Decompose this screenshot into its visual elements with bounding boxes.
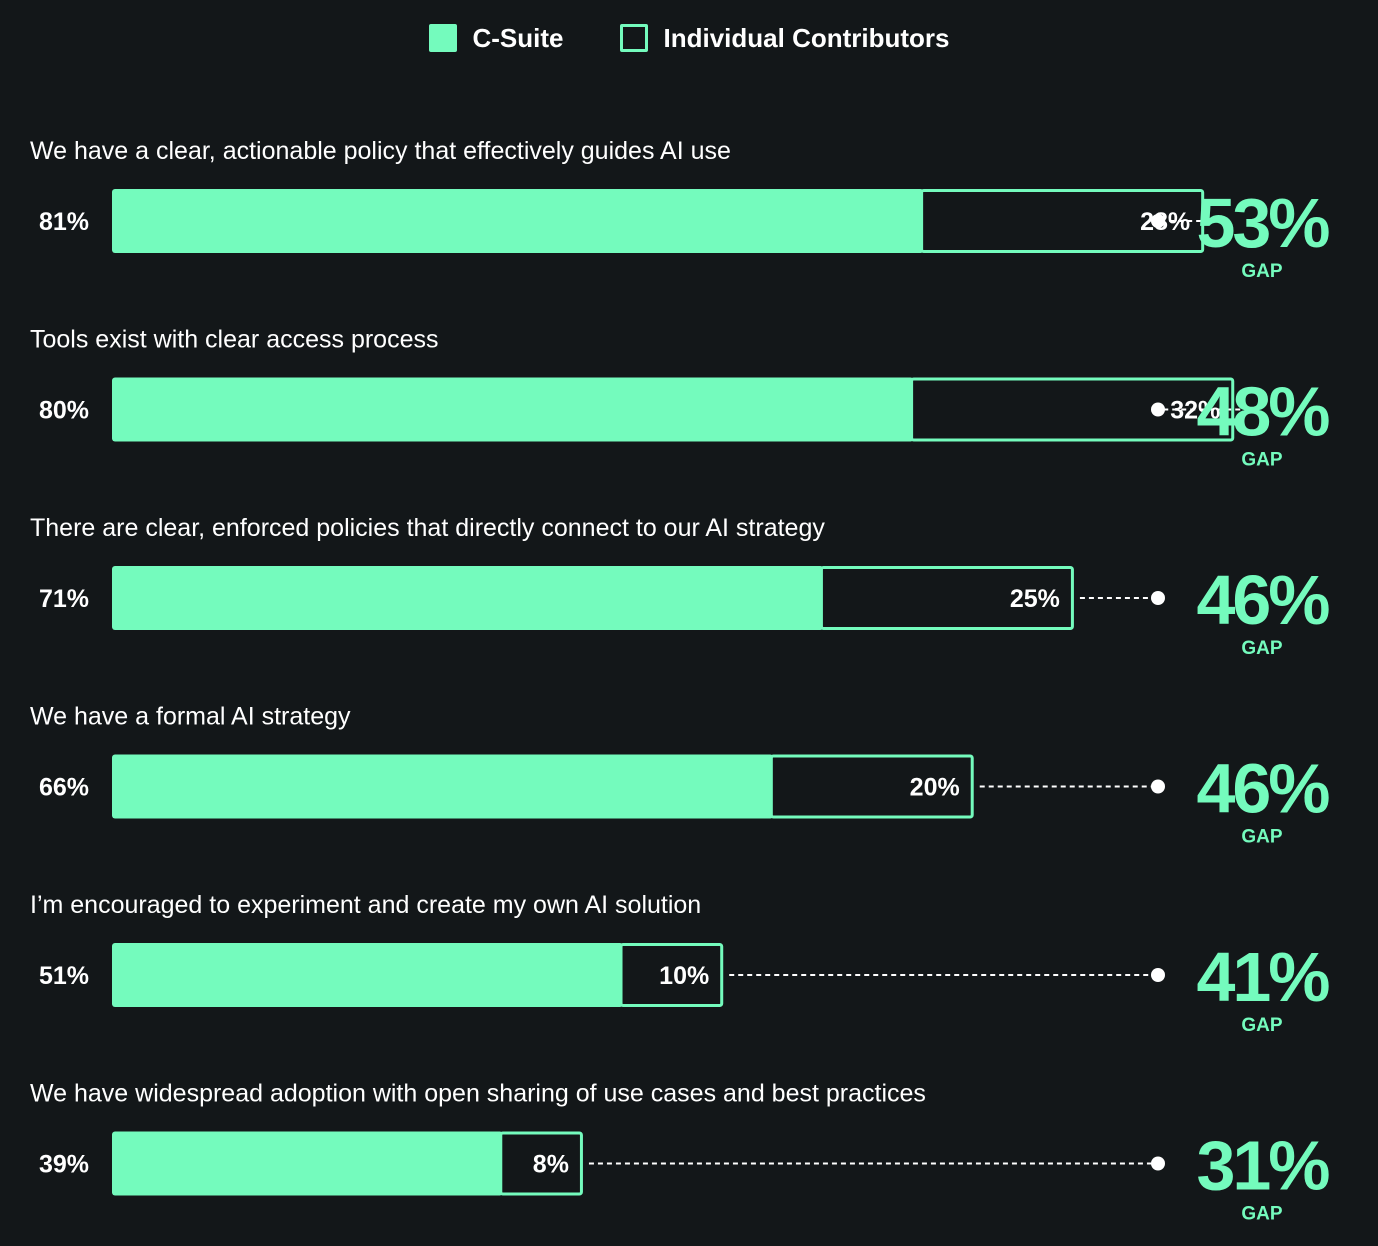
gap-connector-dot [1151,591,1165,605]
gap-value: 48% [1196,373,1329,451]
individual-contributors-value-label: 8% [533,1151,569,1179]
c-suite-value-label: 80% [39,397,89,425]
gap-connector-dot [1151,1156,1165,1171]
c-suite-bar[interactable] [112,189,924,253]
individual-contributors-bar[interactable] [499,1131,583,1196]
gap-label: GAP [1241,1015,1283,1036]
gap-value: 46% [1196,750,1329,828]
individual-contributors-bar[interactable] [819,566,1074,630]
gap-connector-dot [1151,779,1165,794]
individual-contributors-bar[interactable] [910,377,1235,442]
individual-contributors-bar[interactable] [920,189,1205,253]
category-label: We have widespread adoption with open sh… [30,1080,926,1108]
gap-label: GAP [1241,1204,1283,1225]
category-label: I’m encouraged to experiment and create … [30,891,701,919]
gap-value: 31% [1196,1127,1329,1205]
chart-legend: C-Suite Individual Contributors [0,20,1378,56]
legend-swatch-individual-contributors [619,24,648,52]
gap-label: GAP [1241,261,1283,282]
c-suite-value-label: 66% [39,774,89,802]
category-label: Tools exist with clear access process [30,326,438,354]
c-suite-bar[interactable] [112,943,624,1007]
c-suite-bar[interactable] [112,1131,503,1196]
gap-connector-dot [1151,214,1165,228]
gap-label: GAP [1241,827,1283,848]
gap-label: GAP [1241,638,1283,659]
c-suite-value-label: 39% [39,1151,89,1179]
individual-contributors-value-label: 25% [1010,585,1060,613]
individual-contributors-bar[interactable] [769,754,974,819]
category-label: We have a formal AI strategy [30,703,351,731]
legend-label-c-suite: C-Suite [472,22,564,53]
c-suite-value-label: 81% [39,208,89,236]
individual-contributors-value-label: 10% [659,962,709,990]
category-label: We have a clear, actionable policy that … [30,137,731,165]
c-suite-bar[interactable] [112,566,824,630]
c-suite-value-label: 51% [39,962,89,990]
gap-value: 53% [1196,184,1329,262]
gap-connector-dot [1151,402,1165,417]
c-suite-bar[interactable] [112,754,774,819]
legend-item-individual-contributors[interactable]: Individual Contributors [619,22,950,54]
c-suite-value-label: 71% [39,585,89,613]
legend-label-individual-contributors: Individual Contributors [663,22,950,53]
gap-connector-dot [1151,968,1165,982]
individual-contributors-value-label: 20% [910,774,960,802]
gap-label: GAP [1241,450,1283,471]
legend-swatch-c-suite [428,24,457,52]
individual-contributors-bar[interactable] [619,943,724,1007]
c-suite-bar[interactable] [112,377,914,442]
gap-value: 46% [1196,561,1329,639]
legend-item-c-suite[interactable]: C-Suite [428,22,564,54]
category-label: There are clear, enforced policies that … [30,514,825,542]
gap-value: 41% [1196,938,1329,1016]
